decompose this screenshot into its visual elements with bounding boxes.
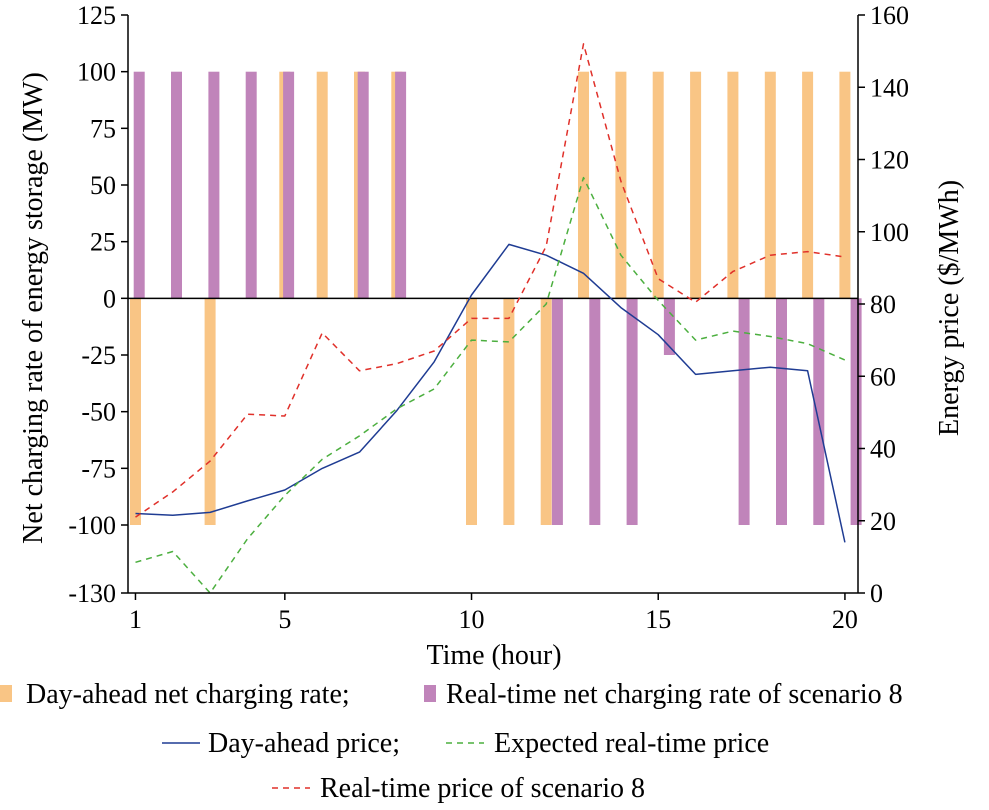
right-y-axis-title: Energy price ($/MWh) [934,180,965,436]
left-y-tick-label: 0 [103,284,116,313]
legend-label-day-ahead-rate: Day-ahead net charging rate; [26,679,350,710]
day-ahead-bar [130,298,141,525]
real-time-bar [738,298,750,525]
legend-label-day-ahead-price: Day-ahead price; [208,728,400,759]
right-y-tick-label: 60 [870,362,896,391]
right-y-tick-label: 80 [870,290,896,319]
axes-layer [121,14,865,600]
legend-label-real-time-rate: Real-time net charging rate of scenario … [446,679,903,710]
real-time-bar [850,298,862,525]
left-y-axis-title: Net charging rate of energy storage (MW) [18,72,49,544]
real-time-bar [663,298,675,355]
real-time-bar [589,298,601,525]
day-ahead-bar [204,298,216,525]
day-ahead-bar [764,71,776,299]
left-y-tick-label: 75 [90,114,116,143]
real-time-bar [776,298,787,525]
day-ahead-bar [540,298,552,525]
x-tick-label: 10 [459,605,485,634]
left-y-tick-label: -75 [81,454,116,483]
left-y-tick-label: 50 [90,171,116,200]
legend-label-expected-price: Expected real-time price [494,728,769,759]
real-time-bar [626,298,638,525]
day-ahead-bar [839,71,851,299]
x-tick-label: 15 [645,605,671,634]
day-ahead-bar [466,298,477,525]
left-y-tick-label: 125 [77,1,116,30]
day-ahead-bar [652,71,664,299]
day-ahead-bar [802,71,814,299]
left-y-tick-label: 25 [90,228,116,257]
expected-real-time-price-line [135,176,846,594]
real-time-bar [283,71,295,299]
day-ahead-bar [690,71,702,299]
left-y-tick-label: -50 [81,398,116,427]
real-time-bar [171,71,182,299]
right-y-tick-label: 160 [870,1,909,30]
scenario8-price-line [135,43,846,518]
legend-label-scenario8-price: Real-time price of scenario 8 [320,773,645,804]
legend: Day-ahead net charging rate; Real-time n… [0,679,903,804]
real-time-bar [813,298,825,525]
left-y-tick-label: -100 [68,511,116,540]
left-y-tick-label: -130 [68,579,116,608]
real-time-bar [395,71,407,299]
day-ahead-price-line [135,243,846,543]
right-y-tick-label: 140 [870,73,909,102]
day-ahead-bar [503,298,515,525]
left-y-tick-label: -25 [81,341,116,370]
real-time-bar [357,71,369,299]
tick-labels-layer: 1251007550250-25-50-75-100-1301601401201… [68,1,909,634]
x-tick-label: 5 [278,605,291,634]
day-ahead-bar [615,71,627,299]
price-lines-layer [135,43,846,594]
left-y-tick-label: 100 [77,58,116,87]
real-time-bar [133,71,145,299]
legend-swatch-real-time-rate [424,685,436,702]
x-tick-label: 20 [832,605,858,634]
day-ahead-bar [578,71,589,299]
day-ahead-bar [727,71,739,299]
right-y-tick-label: 40 [870,435,896,464]
real-time-bar [245,71,257,299]
right-y-tick-label: 0 [870,579,883,608]
day-ahead-bar [316,71,328,299]
legend-swatch-day-ahead-rate [0,685,12,702]
x-tick-label: 1 [129,605,142,634]
right-y-tick-label: 100 [870,218,909,247]
right-y-tick-label: 120 [870,146,909,175]
real-time-bar [551,298,563,525]
bars-layer [130,71,862,525]
real-time-bar [208,71,220,299]
right-y-tick-label: 20 [870,507,896,536]
x-axis-title: Time (hour) [426,640,561,671]
